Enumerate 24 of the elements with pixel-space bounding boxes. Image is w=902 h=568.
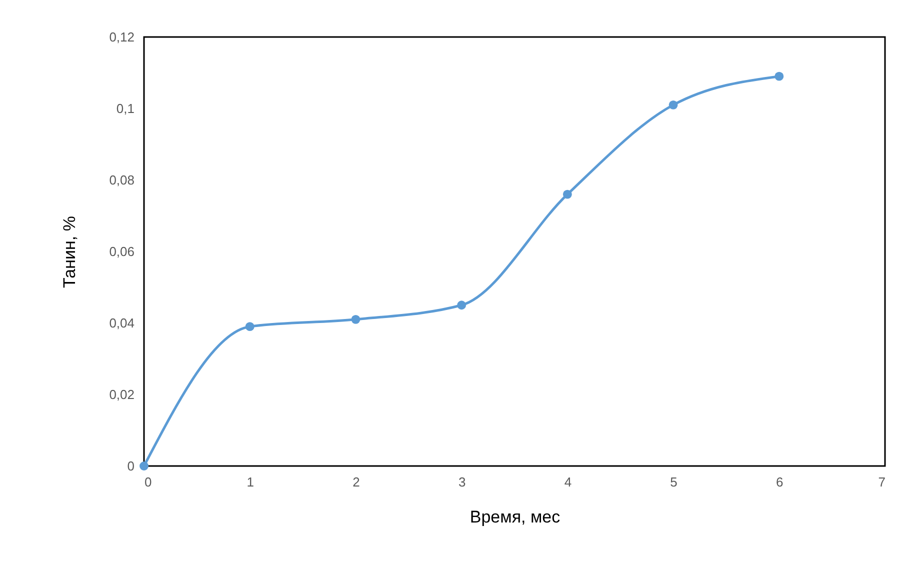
y-tick-label: 0	[127, 458, 134, 474]
x-tick-label: 0	[144, 474, 152, 490]
y-tick-label: 0,02	[109, 387, 134, 402]
x-tick-label: 7	[878, 474, 886, 490]
point	[774, 72, 784, 81]
x-tick-label: 5	[670, 474, 678, 490]
point	[351, 314, 360, 324]
y-axis-title: Танин, %	[60, 216, 80, 288]
y-tick-label: 0,12	[109, 30, 134, 44]
y-tick-label: 0,06	[109, 244, 134, 259]
x-tick-label: 6	[776, 474, 784, 490]
y-tick-label: 0,08	[109, 172, 134, 188]
x-tick-label: 2	[352, 474, 360, 490]
y-tick-label: 0,1	[116, 101, 134, 116]
y-tick-label: 0,04	[109, 316, 134, 330]
x-tick-label: 1	[246, 474, 254, 490]
x-tick-label: 3	[458, 474, 466, 490]
point	[140, 462, 148, 470]
x-tick-label: 4	[564, 474, 572, 490]
point	[457, 300, 466, 310]
point	[668, 100, 678, 110]
x-axis-title: Время, мес	[470, 508, 561, 526]
point	[245, 322, 254, 332]
point	[562, 190, 572, 199]
